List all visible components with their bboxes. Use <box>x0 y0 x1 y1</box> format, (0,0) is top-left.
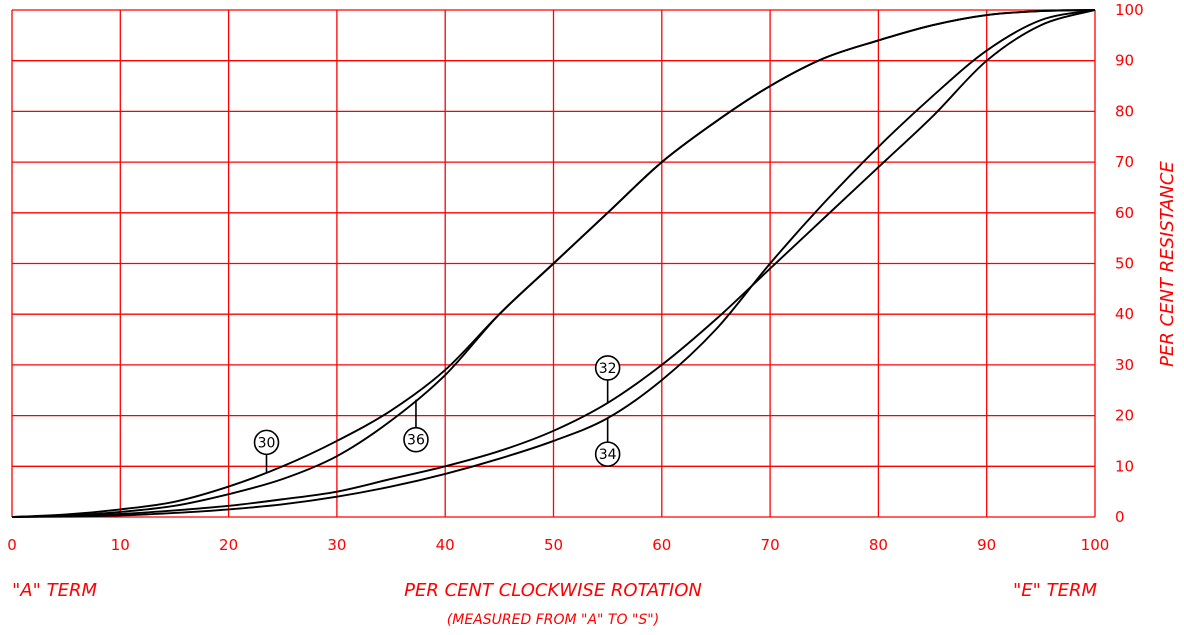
curves <box>11 9 1096 518</box>
x-tick-label: 90 <box>977 536 996 554</box>
y-tick-label: 60 <box>1115 204 1134 222</box>
tag-circle <box>403 426 429 453</box>
curve-tags: 30 32 34 36 <box>253 355 621 473</box>
curve-tag-34: 34 <box>594 418 621 467</box>
tag-circle <box>253 429 280 456</box>
tag-label: 30 <box>258 435 276 451</box>
tag-label: 36 <box>407 433 425 449</box>
right-end-label: "E" TERM <box>1013 580 1098 601</box>
x-tick-label: 40 <box>436 536 455 554</box>
curve-36 <box>11 9 1096 518</box>
curve-34 <box>11 9 1096 518</box>
curve-tag-32: 32 <box>594 355 621 403</box>
tag-circle <box>594 441 621 467</box>
x-tick-label: 10 <box>111 536 130 554</box>
y-tick-label: 40 <box>1115 305 1134 323</box>
x-tick-label: 70 <box>761 536 780 554</box>
x-tick-label: 50 <box>544 536 563 554</box>
y-tick-label: 20 <box>1115 407 1134 425</box>
x-tick-label: 100 <box>1081 536 1110 554</box>
grid <box>11 9 1096 518</box>
x-tick-label: 60 <box>652 536 671 554</box>
curve-32 <box>11 9 1096 518</box>
tag-label: 32 <box>599 361 617 377</box>
y-tick-label: 100 <box>1115 1 1144 19</box>
y-tick-label: 90 <box>1115 52 1134 70</box>
tag-circle <box>594 355 621 381</box>
curve-tag-30: 30 <box>253 429 280 473</box>
x-tick-label: 80 <box>869 536 888 554</box>
y-tick-label: 70 <box>1115 153 1134 171</box>
y-tick-label: 80 <box>1115 102 1134 120</box>
x-tick-label: 0 <box>7 536 17 554</box>
y-tick-label: 0 <box>1115 508 1125 526</box>
x-tick-label: 20 <box>219 536 238 554</box>
y-axis-title: PER CENT RESISTANCE <box>1157 161 1178 367</box>
x-tick-labels: 0 10 20 30 40 50 60 70 80 90 100 <box>7 536 1109 554</box>
y-tick-label: 10 <box>1115 457 1134 475</box>
x-tick-label: 30 <box>327 536 346 554</box>
curve-tag-36: 36 <box>403 399 429 453</box>
left-end-label: "A" TERM <box>12 580 97 601</box>
y-tick-label: 50 <box>1115 255 1134 273</box>
x-axis-subtitle: (MEASURED FROM "A" TO "S") <box>447 612 659 628</box>
tag-label: 34 <box>599 447 617 463</box>
x-axis-title: PER CENT CLOCKWISE ROTATION <box>404 580 702 601</box>
y-tick-label: 30 <box>1115 356 1134 374</box>
y-tick-labels: 0 10 20 30 40 50 60 70 80 90 100 <box>1115 1 1144 526</box>
